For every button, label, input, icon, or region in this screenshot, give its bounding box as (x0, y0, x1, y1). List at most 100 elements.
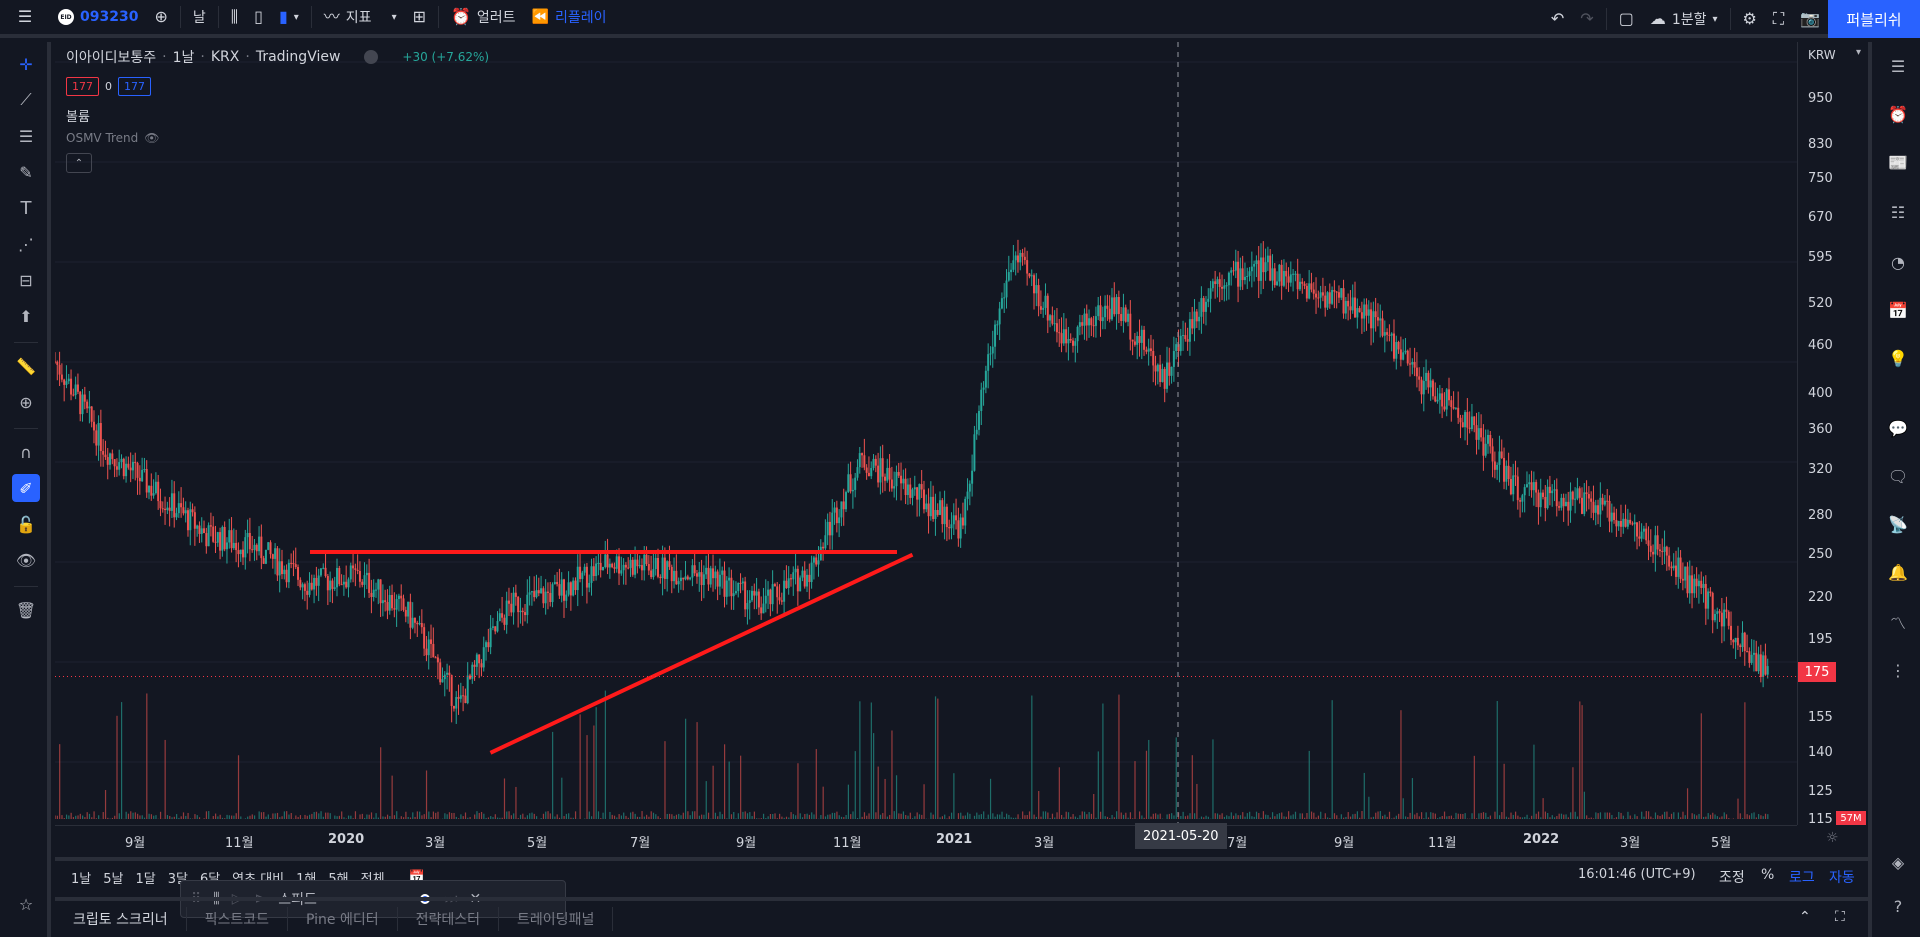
trading-icon[interactable]: 〽 (1889, 614, 1906, 633)
maximize-icon[interactable]: ⛶ (1835, 909, 1845, 925)
notifications-icon[interactable]: 🔔 (1888, 562, 1908, 582)
drawing-mode-icon[interactable]: ✐ (12, 474, 40, 502)
time-label: 2022 (1523, 832, 1560, 847)
volume-bar (850, 814, 852, 819)
trendline-tool-icon[interactable]: ⟋ (20, 90, 32, 109)
brush-tool-icon[interactable]: ✎ (19, 162, 33, 182)
arrow-up-icon[interactable]: ⬆ (19, 306, 33, 326)
data-window-icon[interactable]: ☷ (1890, 202, 1906, 222)
collapse-legend-button[interactable]: ⌃ (66, 153, 92, 173)
layout-single-icon[interactable]: ▢ (1618, 9, 1634, 28)
replay-button[interactable]: ⏪ 리플레이 (524, 0, 615, 36)
hamburger-icon[interactable]: ☰ (17, 7, 33, 26)
eye-icon[interactable]: 👁 (15, 550, 37, 570)
magnet-icon[interactable]: ∩ (20, 442, 32, 462)
volume-bar (561, 777, 563, 819)
compare-add-icon[interactable]: ⊕ (154, 7, 168, 26)
hotlist-icon[interactable]: ◔ (1891, 252, 1905, 272)
prediction-tool-icon[interactable]: ⊟ (19, 270, 33, 290)
time-axis[interactable]: 9월 11월 2020 3월 5월 7월 9월 11월 2021 3월 7월 9월 11월 2022 3월 5… (55, 825, 1797, 853)
templates-icon[interactable]: ⊞ (412, 7, 426, 26)
messages-icon[interactable]: 🗨 (1887, 466, 1909, 486)
volume-bar (1698, 813, 1700, 819)
alarm-icon[interactable]: ⏰ (1888, 104, 1908, 124)
candle-body (1679, 557, 1682, 579)
footer-tab[interactable]: 트레이딩패널 (499, 907, 614, 931)
volume-bar (407, 817, 409, 819)
trash-icon[interactable]: 🗑 (15, 600, 37, 620)
star-icon[interactable]: ☆ (18, 894, 34, 914)
pattern-tool-icon[interactable]: ⋰ (18, 234, 34, 254)
footer-tab[interactable]: 픽스트코드 (187, 907, 289, 931)
chat-icon[interactable]: 💬 (1888, 418, 1908, 438)
help-icon[interactable]: ? (1893, 896, 1903, 916)
text-tool-icon[interactable]: T (20, 197, 32, 219)
streams-icon[interactable]: 📡 (1888, 514, 1908, 534)
news-icon[interactable]: 📰 (1888, 152, 1908, 172)
adjust-toggle[interactable]: 조정 (1719, 870, 1745, 886)
clock-label[interactable]: 16:01:46 (UTC+9) (1578, 867, 1696, 882)
footer-tab[interactable]: Pine 에디터 (288, 907, 398, 931)
gear-icon[interactable]: ⚙ (1742, 9, 1757, 28)
layout-button[interactable]: ☁ 1분할 ▾ (1642, 0, 1726, 38)
range-button[interactable]: 1날 (71, 871, 92, 887)
volume-bar (558, 817, 561, 819)
dom-icon[interactable]: ⋮ (1890, 660, 1906, 680)
undo-icon[interactable]: ↶ (1550, 9, 1565, 28)
sell-button[interactable]: 177 (66, 77, 99, 96)
candle-body (1051, 315, 1054, 324)
candle-style-icon[interactable]: ▯ (254, 7, 263, 26)
candle-body (689, 577, 692, 580)
volume-indicator-label[interactable]: 볼륨 (66, 110, 90, 125)
auto-toggle[interactable]: 자동 (1829, 870, 1855, 886)
candle-body (936, 510, 939, 515)
publish-button[interactable]: 퍼블리쉬 (1828, 0, 1920, 38)
interval-button[interactable]: 날 (192, 10, 206, 26)
candle-body (1315, 293, 1318, 298)
volume-bar (1125, 812, 1127, 819)
crosshair-icon[interactable]: ✛ (19, 54, 33, 74)
range-button[interactable]: 5날 (103, 871, 124, 887)
calendar-icon[interactable]: 📅 (1888, 300, 1908, 320)
axis-settings-icon[interactable]: ☼ (1826, 830, 1839, 846)
price-axis[interactable]: KRW ▾ 950 830 750 670 595 520 460 400 360 320 280 2… (1797, 42, 1868, 827)
chevron-up-icon[interactable]: ⌃ (1799, 909, 1811, 925)
eye-hidden-icon[interactable]: 👁 (144, 131, 160, 145)
bar-style-icon[interactable]: ⫼ (230, 7, 239, 26)
symbol-search[interactable]: EID 093230 (50, 0, 146, 36)
price-chart[interactable] (55, 42, 1868, 823)
fib-tool-icon[interactable]: ☰ (18, 126, 34, 146)
candle-body (810, 562, 813, 583)
footer-tab[interactable]: 전략테스터 (398, 907, 500, 931)
candle-body (395, 599, 398, 610)
candle-body (379, 579, 382, 604)
zoom-in-icon[interactable]: ⊕ (19, 392, 33, 412)
volume-bar (983, 811, 985, 819)
osmv-indicator[interactable]: OSMV Trend 👁 (66, 131, 160, 145)
buy-button[interactable]: 177 (118, 77, 151, 96)
ruler-icon[interactable]: 📏 (16, 356, 36, 376)
percent-toggle[interactable]: % (1761, 867, 1775, 883)
alert-button[interactable]: ⏰ 얼러트 (443, 0, 524, 36)
volume-bar (985, 818, 987, 819)
fullscreen-icon[interactable]: ⛶ (1772, 9, 1785, 28)
log-toggle[interactable]: 로그 (1789, 870, 1815, 886)
layers-icon[interactable]: ◈ (1891, 852, 1905, 872)
candle-body (709, 568, 712, 585)
volume-bar (714, 812, 717, 819)
ideas-icon[interactable]: 💡 (1888, 348, 1908, 368)
camera-icon[interactable]: 📷 (1800, 9, 1820, 28)
watchlist-icon[interactable]: ☰ (1890, 56, 1906, 76)
indicators-button[interactable]: 〰 지표 ▾ (316, 0, 405, 36)
chevron-down-icon[interactable]: ▾ (1856, 47, 1862, 58)
redo-icon[interactable]: ↷ (1580, 9, 1594, 28)
volume-bar (453, 812, 455, 819)
candle-body (280, 561, 283, 575)
candle-body (991, 346, 994, 354)
hollow-candle-icon[interactable]: ▮ ▾ (278, 7, 299, 26)
currency-label[interactable]: KRW (1808, 48, 1836, 62)
lock-icon[interactable]: 🔓 (16, 514, 36, 534)
footer-tab[interactable]: 크립토 스크리너 (55, 907, 187, 931)
range-button[interactable]: 1달 (135, 871, 156, 887)
price-label: 520 (1808, 296, 1833, 312)
